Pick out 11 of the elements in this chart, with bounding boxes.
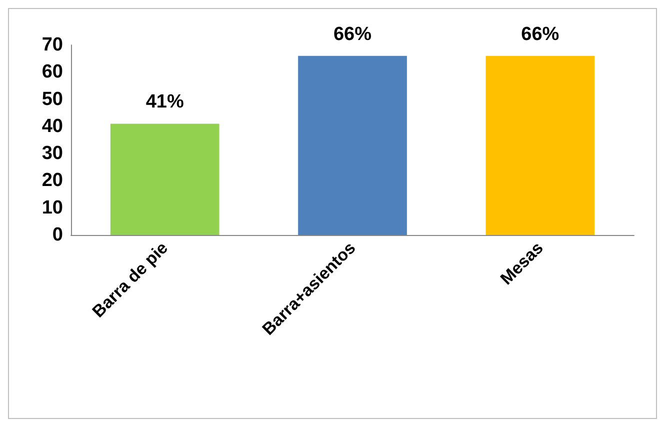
data-label: 66% [333,24,372,45]
y-tick-label: 70 [42,34,63,56]
y-tick-label: 60 [42,62,63,83]
y-tick-label: 30 [42,143,63,164]
data-label: 41% [146,92,184,113]
y-tick-label: 50 [42,88,63,110]
y-tick-label: 40 [42,116,63,137]
data-label: 66% [521,24,560,45]
y-tick-label: 0 [52,224,63,246]
y-tick-label: 10 [42,197,63,218]
y-tick-label: 20 [42,170,63,192]
